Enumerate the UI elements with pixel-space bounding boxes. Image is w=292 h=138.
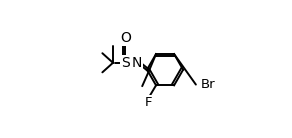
Text: O: O — [120, 31, 131, 45]
Text: N: N — [132, 56, 142, 70]
Text: Br: Br — [200, 78, 215, 91]
Text: F: F — [145, 96, 152, 109]
Text: S: S — [121, 56, 130, 70]
